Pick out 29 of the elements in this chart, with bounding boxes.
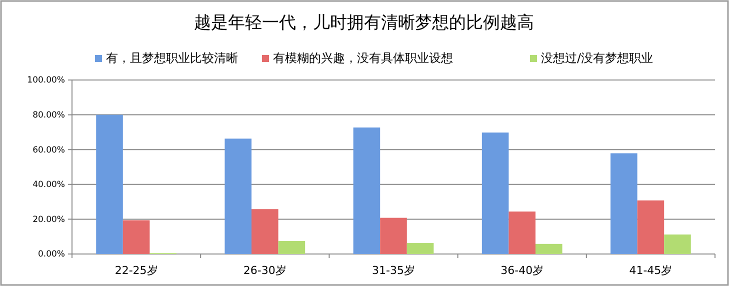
bar: [122, 220, 150, 254]
y-tick-label: 20.00%: [32, 214, 65, 225]
legend-label: 没想过/没有梦想职业: [541, 51, 654, 65]
bar: [224, 138, 252, 254]
x-tick-label: 26-30岁: [243, 264, 286, 277]
x-tick-label: 31-35岁: [372, 264, 415, 277]
bar: [380, 218, 407, 254]
x-tick-label: 36-40岁: [500, 264, 544, 277]
y-tick-label: 80.00%: [32, 110, 65, 121]
y-tick-label: 60.00%: [32, 145, 65, 156]
bar: [278, 240, 306, 254]
bar: [610, 153, 638, 254]
x-tick-label: 22-25岁: [114, 264, 158, 277]
bar: [482, 132, 509, 254]
y-tick-label: 40.00%: [32, 180, 65, 190]
bar: [96, 114, 123, 254]
bar: [353, 128, 380, 254]
legend-label: 有，且梦想职业比较清晰: [106, 51, 238, 65]
bar: [664, 234, 691, 254]
bar: [508, 212, 536, 254]
bar: [535, 244, 562, 254]
bar: [637, 200, 664, 254]
bar: [406, 243, 434, 254]
y-tick-label: 100.00%: [27, 76, 65, 86]
bar: [252, 209, 278, 254]
legend-label: 有模糊的兴趣，没有具体职业设想: [273, 51, 453, 65]
x-tick-label: 41-45岁: [629, 264, 672, 277]
chart-title: 越是年轻一代，儿时拥有清晰梦想的比例越高: [194, 13, 534, 33]
y-tick-label: 0.00%: [38, 250, 65, 260]
